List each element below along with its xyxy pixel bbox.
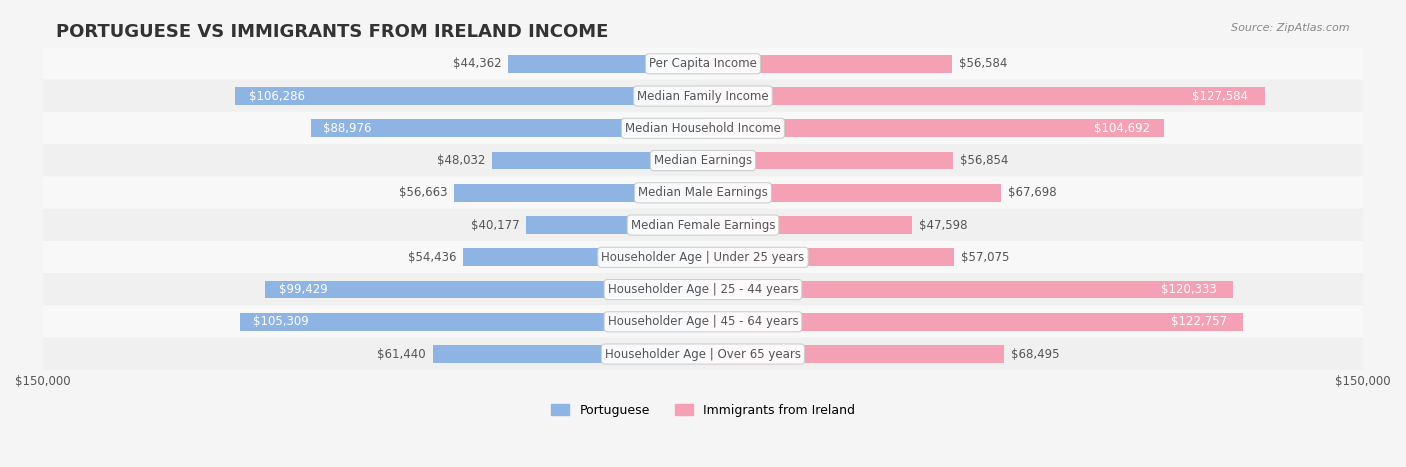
Text: $105,309: $105,309 [253, 315, 309, 328]
Text: Median Family Income: Median Family Income [637, 90, 769, 103]
Bar [433, 345, 703, 363]
Text: $47,598: $47,598 [920, 219, 967, 232]
Bar [703, 55, 952, 73]
Text: $120,333: $120,333 [1161, 283, 1216, 296]
Text: $40,177: $40,177 [471, 219, 520, 232]
Bar [703, 184, 1001, 202]
Text: Source: ZipAtlas.com: Source: ZipAtlas.com [1232, 23, 1350, 33]
Legend: Portuguese, Immigrants from Ireland: Portuguese, Immigrants from Ireland [546, 399, 860, 422]
Text: $54,436: $54,436 [408, 251, 457, 264]
Text: $127,584: $127,584 [1192, 90, 1247, 103]
Bar [464, 248, 703, 266]
Bar [703, 120, 1164, 137]
Text: $67,698: $67,698 [1008, 186, 1056, 199]
Bar [703, 345, 1004, 363]
Text: $99,429: $99,429 [278, 283, 328, 296]
FancyBboxPatch shape [42, 273, 1364, 306]
Text: Per Capita Income: Per Capita Income [650, 57, 756, 71]
Text: $57,075: $57,075 [960, 251, 1010, 264]
Text: Householder Age | 45 - 64 years: Householder Age | 45 - 64 years [607, 315, 799, 328]
Text: $104,692: $104,692 [1094, 122, 1150, 135]
FancyBboxPatch shape [42, 338, 1364, 370]
Bar [454, 184, 703, 202]
Text: $68,495: $68,495 [1011, 347, 1060, 361]
Bar [311, 120, 703, 137]
Bar [703, 152, 953, 170]
FancyBboxPatch shape [42, 305, 1364, 338]
FancyBboxPatch shape [42, 241, 1364, 274]
FancyBboxPatch shape [42, 209, 1364, 241]
Text: Median Male Earnings: Median Male Earnings [638, 186, 768, 199]
Bar [703, 313, 1243, 331]
Bar [703, 281, 1233, 298]
Bar [235, 87, 703, 105]
Text: $56,584: $56,584 [959, 57, 1007, 71]
Text: Householder Age | Over 65 years: Householder Age | Over 65 years [605, 347, 801, 361]
Bar [266, 281, 703, 298]
FancyBboxPatch shape [42, 79, 1364, 113]
Text: $44,362: $44,362 [453, 57, 501, 71]
FancyBboxPatch shape [42, 177, 1364, 209]
Bar [703, 248, 955, 266]
Text: $61,440: $61,440 [377, 347, 426, 361]
Text: $48,032: $48,032 [437, 154, 485, 167]
Bar [239, 313, 703, 331]
FancyBboxPatch shape [42, 112, 1364, 145]
Text: Householder Age | 25 - 44 years: Householder Age | 25 - 44 years [607, 283, 799, 296]
Bar [703, 87, 1264, 105]
Bar [492, 152, 703, 170]
Bar [703, 216, 912, 234]
Text: $106,286: $106,286 [249, 90, 305, 103]
Text: Median Household Income: Median Household Income [626, 122, 780, 135]
Text: Householder Age | Under 25 years: Householder Age | Under 25 years [602, 251, 804, 264]
Text: Median Female Earnings: Median Female Earnings [631, 219, 775, 232]
Bar [508, 55, 703, 73]
Bar [526, 216, 703, 234]
FancyBboxPatch shape [42, 47, 1364, 80]
Text: $56,854: $56,854 [960, 154, 1008, 167]
Text: Median Earnings: Median Earnings [654, 154, 752, 167]
Text: $56,663: $56,663 [398, 186, 447, 199]
Text: $88,976: $88,976 [323, 122, 371, 135]
FancyBboxPatch shape [42, 144, 1364, 177]
Text: PORTUGUESE VS IMMIGRANTS FROM IRELAND INCOME: PORTUGUESE VS IMMIGRANTS FROM IRELAND IN… [56, 23, 609, 42]
Text: $122,757: $122,757 [1171, 315, 1227, 328]
